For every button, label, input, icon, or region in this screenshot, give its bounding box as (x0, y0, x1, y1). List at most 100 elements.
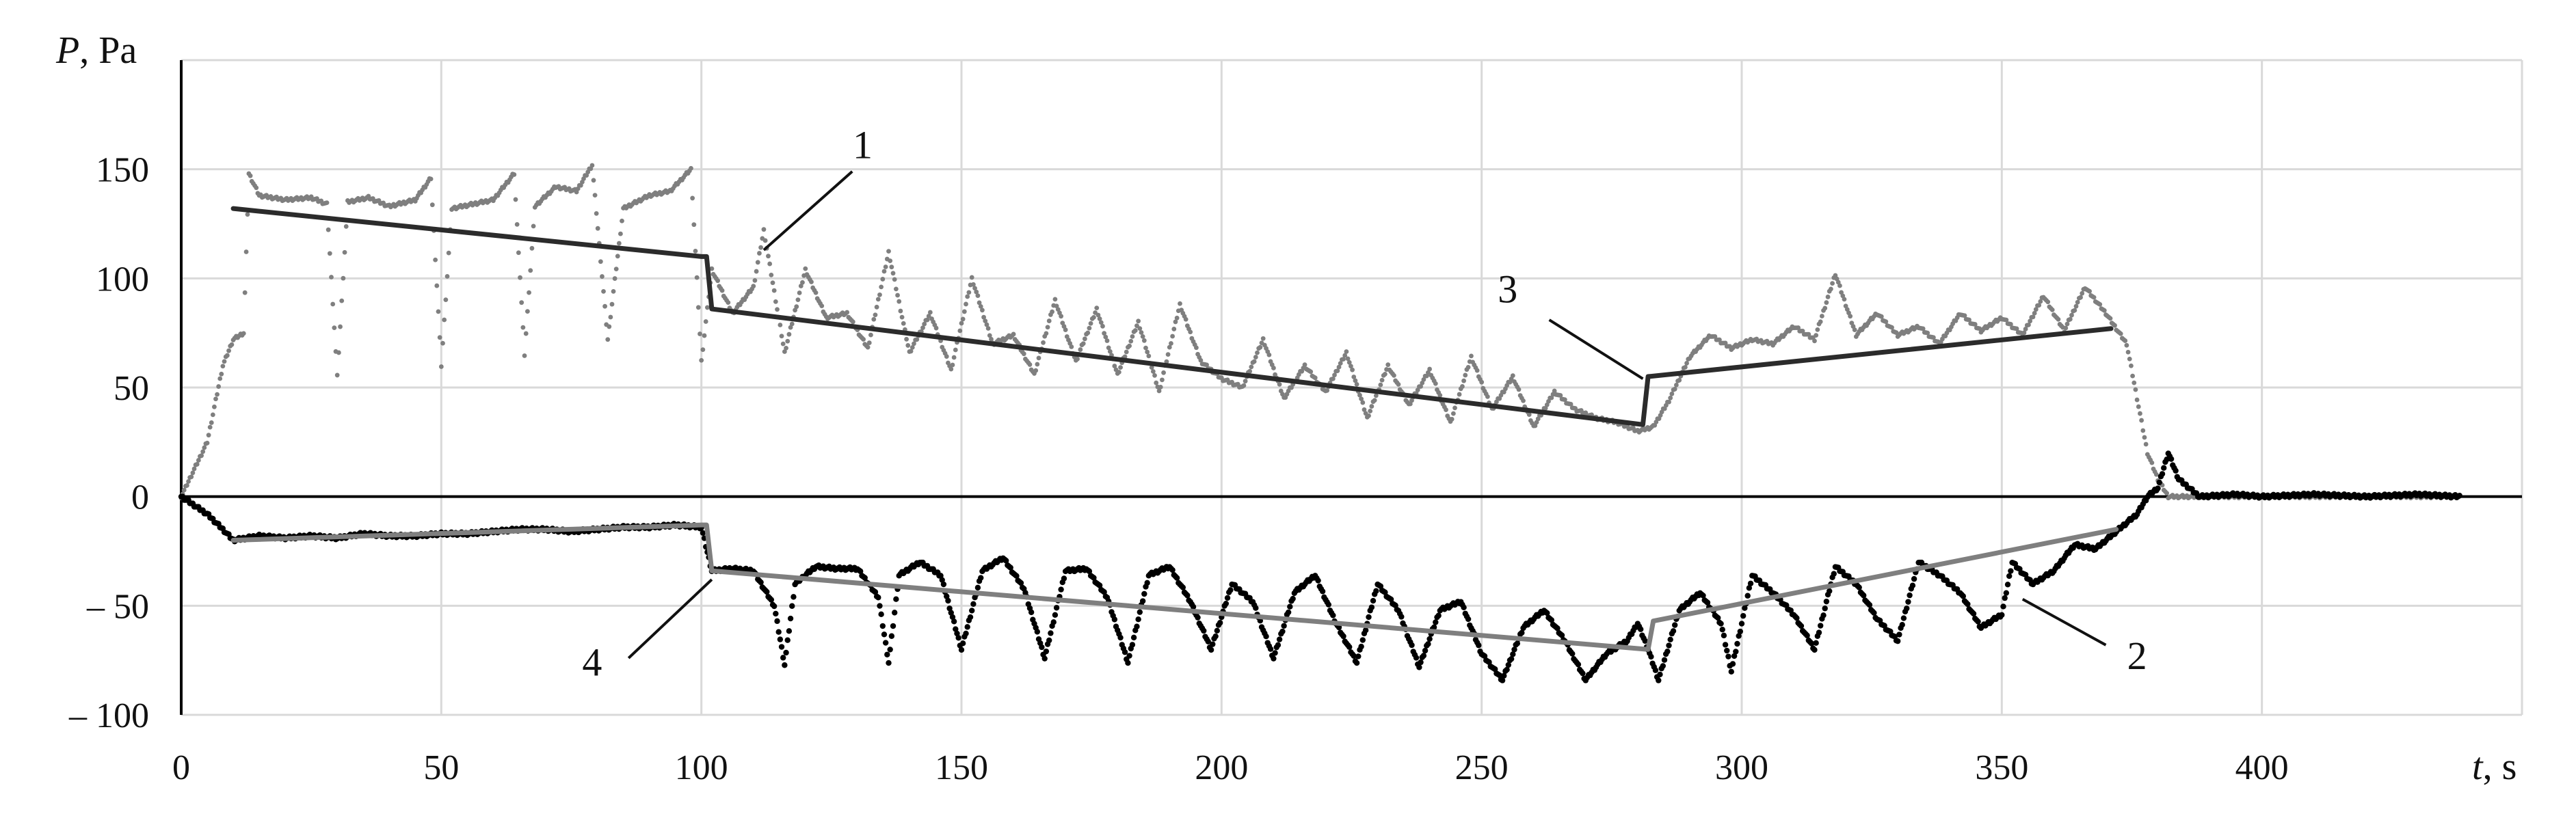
series-2-point (1431, 624, 1437, 631)
series-1-point (1479, 379, 1485, 385)
series-1-point (1045, 325, 1050, 330)
series-1-point (342, 249, 347, 255)
series-2-point (939, 577, 945, 583)
series-1-point (1170, 334, 1176, 339)
y-tick-label-100: 100 (96, 260, 149, 299)
series-1-point (2004, 317, 2009, 323)
series-2-point (787, 615, 794, 622)
series-1-point (892, 277, 897, 282)
series-2-point (1276, 636, 1283, 642)
series-2-point (775, 629, 782, 635)
series-1-point (1160, 377, 1165, 383)
series-2-point (1798, 623, 1805, 629)
series-1-point (1102, 331, 1107, 336)
series-2-point (940, 581, 947, 588)
series-1-point (1260, 336, 1266, 341)
series-1-point (529, 245, 535, 251)
series-1-point (2134, 397, 2140, 403)
axis-layer (180, 60, 2522, 715)
series-1-point (698, 331, 702, 336)
x-tick-label-50: 50 (423, 748, 459, 787)
series-1-point (1469, 353, 1474, 359)
series-1-point (966, 290, 972, 295)
series-1-point (191, 466, 197, 472)
series-2-point (1476, 642, 1482, 649)
series-2 (178, 450, 2462, 683)
series-1-point (1930, 335, 1936, 340)
series-1-point (241, 331, 246, 336)
series-2-point (1731, 653, 1738, 659)
series-2-point (1101, 589, 1107, 595)
series-2-point (1398, 614, 1405, 620)
series-1-point (1107, 349, 1113, 354)
series-1-point (877, 292, 882, 297)
series-1-point (2036, 303, 2042, 308)
series-1-point (1167, 344, 1172, 350)
series-2-point (1744, 593, 1751, 599)
annotation-line-2 (2021, 598, 2107, 647)
series-1-point (886, 249, 891, 254)
series-2-point (1831, 571, 1837, 577)
series-2-point (1053, 605, 1060, 611)
series-1-point (1098, 320, 1104, 325)
series-1-point (1830, 281, 1835, 286)
series-1-point (861, 337, 866, 342)
series-1-point (2045, 299, 2051, 305)
series-1-point (1351, 375, 1357, 379)
series-1-point (920, 325, 925, 331)
series-1-point (809, 280, 814, 284)
series-2-point (877, 603, 883, 609)
series-1-point (341, 275, 346, 281)
series-1-point (1558, 393, 1563, 398)
series-2-point (970, 601, 977, 608)
series-2-point (974, 584, 981, 591)
series-1-point (2127, 356, 2132, 362)
series-1-point (766, 254, 771, 259)
series-4-line (230, 522, 2119, 652)
series-1-point (2142, 435, 2147, 440)
series-2-point (1823, 598, 1830, 605)
series-2-point (1666, 642, 1672, 649)
series-1-point (800, 280, 805, 285)
series-1-point (1824, 300, 1829, 305)
series-2-point (1652, 667, 1659, 673)
series-1-point (773, 299, 778, 304)
series-1-point (1140, 334, 1145, 339)
series-1-point (1136, 318, 1141, 324)
series-1-point (1249, 364, 1254, 370)
series-1-point (1141, 338, 1147, 343)
series-1-point (1247, 368, 1253, 374)
series-2-point (959, 640, 966, 647)
series-1-point (771, 288, 777, 293)
series-1-point (1243, 379, 1248, 384)
series-2-point (1667, 636, 1673, 643)
series-2-point (872, 589, 879, 595)
series-1-point (609, 301, 615, 307)
series-1-point (961, 309, 967, 314)
series-2-point (2173, 467, 2179, 474)
series-2-point (1290, 595, 1296, 602)
series-1-point (2021, 330, 2027, 336)
series-1-point (1450, 411, 1456, 416)
series-2-point (784, 637, 791, 643)
annotation-label-4: 4 (582, 640, 602, 685)
series-2-point (1721, 632, 1727, 639)
series-2-point (1340, 633, 1346, 640)
series-1-point (1360, 400, 1366, 405)
series-2-point (2159, 471, 2166, 477)
series-1-point (1193, 345, 1199, 351)
series-1-point (442, 317, 447, 323)
series-2-point (1201, 627, 1207, 634)
series-1-point (767, 261, 773, 267)
series-2-point (758, 579, 764, 586)
series-1-point (1041, 340, 1046, 345)
series-1-point (2072, 308, 2077, 313)
series-1-point (754, 269, 759, 274)
series-1-point (1096, 312, 1101, 318)
series-1-point (1852, 327, 1857, 332)
series-1-point (1814, 333, 1819, 338)
series-1-point (1673, 382, 1679, 387)
series-1-point (1883, 319, 1889, 325)
series-1-point (2014, 326, 2019, 331)
series-1-point (2075, 299, 2080, 305)
